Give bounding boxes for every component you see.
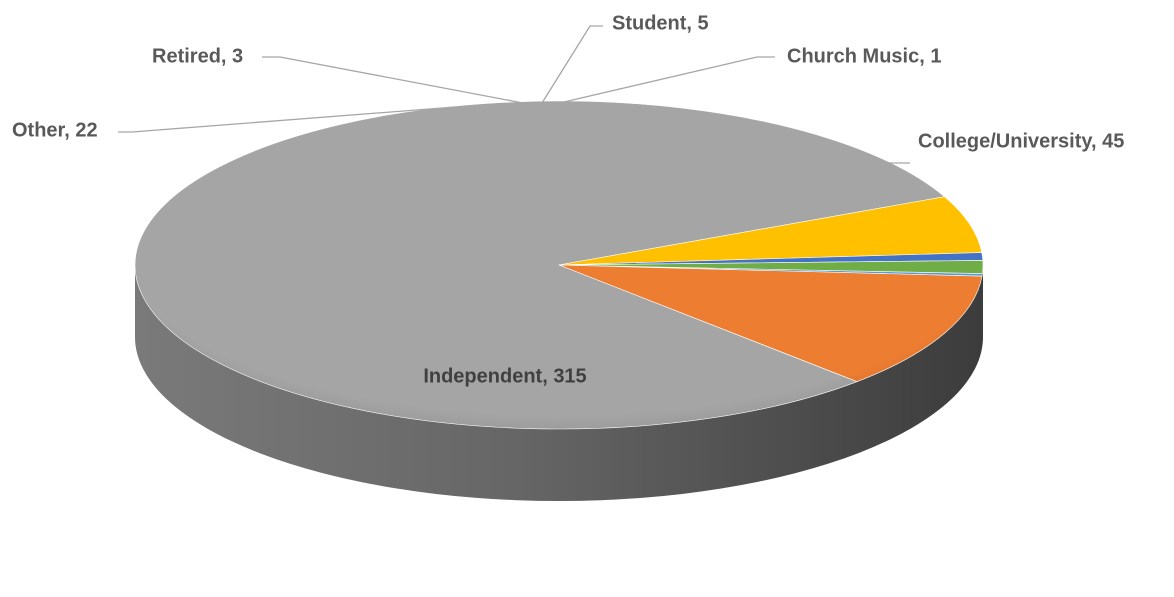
data-label: Church Music, 1 <box>787 45 941 67</box>
data-label: Student, 5 <box>612 12 709 34</box>
leader-line <box>541 25 603 104</box>
data-label: College/University, 45 <box>918 130 1124 152</box>
pie-side-wall <box>135 265 983 501</box>
pie-top-rim <box>135 101 983 429</box>
pie-top-face <box>134 100 984 430</box>
data-labels: Church Music, 1 College/University, 45 Ind… <box>12 12 1124 387</box>
pie-side-surface <box>135 265 983 501</box>
leader-lines <box>118 25 910 164</box>
data-label: Retired, 3 <box>152 45 243 67</box>
leader-line <box>563 56 775 103</box>
data-label: Independent, 315 <box>423 365 586 387</box>
leader-line <box>118 106 456 133</box>
data-label: Other, 22 <box>12 119 98 141</box>
leader-line <box>262 56 524 104</box>
leader-line <box>689 112 910 164</box>
